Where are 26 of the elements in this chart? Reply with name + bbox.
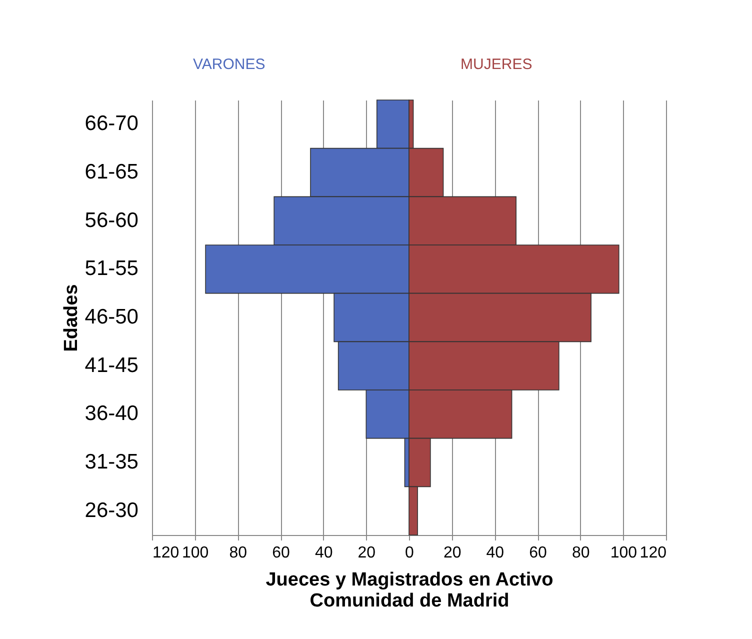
y-tick-label: 61-65 <box>84 160 138 184</box>
x-tick-label: 40 <box>486 544 504 562</box>
y-tick-label: 36-40 <box>84 402 138 426</box>
y-tick-label: 31-35 <box>84 450 138 474</box>
x-tick-label: 20 <box>358 544 376 562</box>
x-tick-label: 40 <box>314 544 333 562</box>
y-tick-label: 26-30 <box>84 498 138 522</box>
x-tick-label: 80 <box>229 544 248 562</box>
text: VARONES <box>192 56 266 73</box>
y-tick-label: 46-50 <box>84 306 138 328</box>
x-tick-label: 0 <box>405 544 414 562</box>
y-tick-label: 51-55 <box>84 257 138 280</box>
y-tick-label: 41-45 <box>84 354 138 377</box>
y-axis-title: Edades <box>60 284 82 352</box>
x-tick-label: 100 <box>182 544 209 562</box>
x-axis-title: Jueces y Magistrados en Activo Comunidad de Madrid <box>266 570 554 612</box>
x-tick-label: 120 <box>152 544 180 562</box>
x-tick-label: 120 <box>640 544 667 562</box>
x-tick-label: 20 <box>443 544 462 562</box>
x-tick-label: 60 <box>529 544 547 562</box>
y-tick-label: 66-70 <box>84 112 138 136</box>
x-tick-label: 100 <box>610 544 638 562</box>
x-tick-label: 60 <box>272 544 290 562</box>
x-tick-label: 80 <box>572 544 590 562</box>
text: MUJERES <box>460 56 532 73</box>
y-tick-label: 56-60 <box>84 208 138 232</box>
